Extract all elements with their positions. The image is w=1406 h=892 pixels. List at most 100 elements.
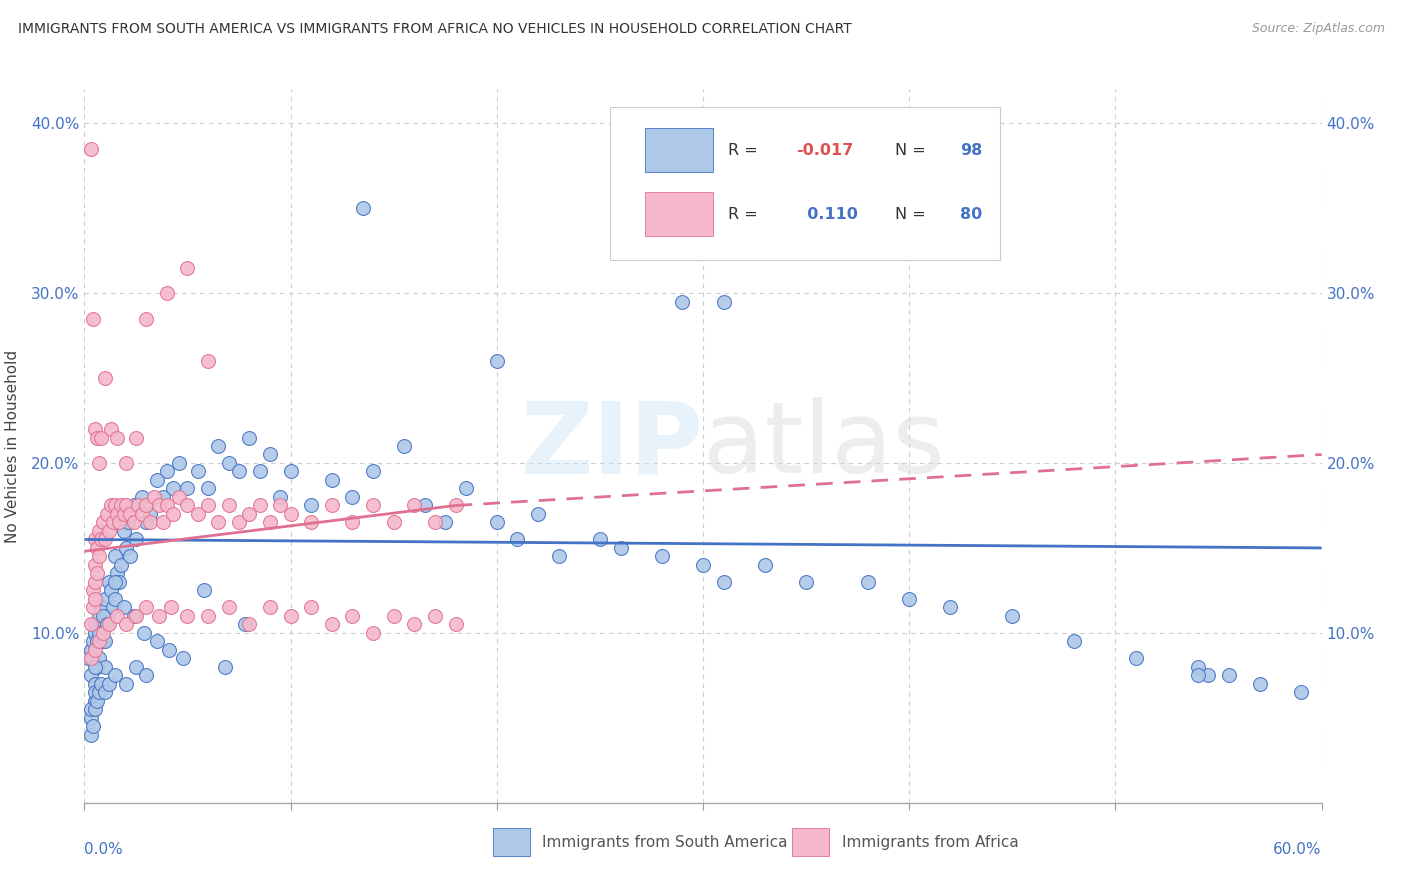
Text: 0.0%: 0.0%	[84, 842, 124, 857]
Point	[342, 490, 364, 504]
Point	[125, 533, 148, 547]
Point	[321, 499, 343, 513]
Point	[143, 490, 166, 504]
Point	[157, 643, 180, 657]
Point	[148, 608, 170, 623]
Text: Source: ZipAtlas.com: Source: ZipAtlas.com	[1251, 22, 1385, 36]
Point	[856, 574, 879, 589]
Point	[1289, 685, 1312, 699]
Point	[1249, 677, 1271, 691]
Point	[454, 482, 477, 496]
Text: Immigrants from Africa: Immigrants from Africa	[842, 835, 1018, 849]
Text: atlas: atlas	[703, 398, 945, 494]
Point	[249, 499, 271, 513]
Point	[105, 608, 128, 623]
Point	[713, 574, 735, 589]
Point	[100, 583, 122, 598]
Point	[167, 456, 190, 470]
FancyBboxPatch shape	[492, 828, 530, 856]
Point	[108, 516, 131, 530]
Point	[197, 608, 219, 623]
Point	[506, 533, 529, 547]
Point	[86, 430, 108, 444]
Point	[148, 499, 170, 513]
Point	[122, 499, 145, 513]
Point	[125, 660, 148, 674]
Point	[112, 524, 135, 538]
Point	[342, 516, 364, 530]
Point	[125, 430, 148, 444]
Point	[105, 566, 128, 581]
Point	[104, 668, 127, 682]
Point	[713, 294, 735, 309]
Point	[176, 499, 198, 513]
Point	[83, 617, 105, 632]
Point	[79, 643, 101, 657]
Point	[104, 591, 127, 606]
Point	[105, 430, 128, 444]
Point	[139, 516, 162, 530]
Point	[82, 634, 104, 648]
Point	[172, 651, 194, 665]
Point	[90, 533, 112, 547]
Point	[176, 608, 198, 623]
Point	[197, 482, 219, 496]
Point	[79, 651, 101, 665]
Point	[96, 608, 118, 623]
Point	[83, 591, 105, 606]
Point	[207, 439, 229, 453]
Point	[94, 660, 117, 674]
Point	[96, 507, 118, 521]
Point	[238, 430, 260, 444]
Point	[118, 549, 141, 564]
Point	[547, 549, 569, 564]
Point	[444, 617, 467, 632]
Point	[423, 608, 446, 623]
Point	[280, 465, 302, 479]
Point	[131, 490, 153, 504]
Point	[91, 516, 114, 530]
Point	[104, 499, 127, 513]
Point	[1187, 660, 1209, 674]
Point	[87, 651, 110, 665]
Point	[898, 591, 921, 606]
Text: -0.017: -0.017	[796, 143, 853, 158]
Point	[114, 541, 136, 555]
Point	[96, 617, 118, 632]
Point	[104, 549, 127, 564]
Point	[86, 694, 108, 708]
Point	[83, 422, 105, 436]
FancyBboxPatch shape	[645, 128, 713, 172]
Point	[82, 583, 104, 598]
Point	[321, 473, 343, 487]
Point	[152, 490, 174, 504]
FancyBboxPatch shape	[610, 107, 1000, 260]
Point	[404, 499, 426, 513]
Point	[83, 685, 105, 699]
Point	[1218, 668, 1240, 682]
Point	[342, 608, 364, 623]
Point	[259, 600, 281, 615]
Point	[114, 677, 136, 691]
Point	[434, 516, 457, 530]
Point	[156, 465, 179, 479]
Point	[135, 600, 157, 615]
Point	[187, 465, 209, 479]
Point	[280, 507, 302, 521]
Point	[86, 634, 108, 648]
Point	[114, 617, 136, 632]
Point	[162, 482, 184, 496]
Point	[83, 694, 105, 708]
Point	[114, 456, 136, 470]
Point	[361, 499, 384, 513]
Text: R =: R =	[728, 207, 762, 222]
Point	[87, 549, 110, 564]
Point	[135, 516, 157, 530]
Point	[82, 311, 104, 326]
Point	[299, 516, 322, 530]
Point	[382, 516, 405, 530]
Text: R =: R =	[728, 143, 762, 158]
Point	[135, 668, 157, 682]
Point	[86, 541, 108, 555]
Point	[104, 574, 127, 589]
